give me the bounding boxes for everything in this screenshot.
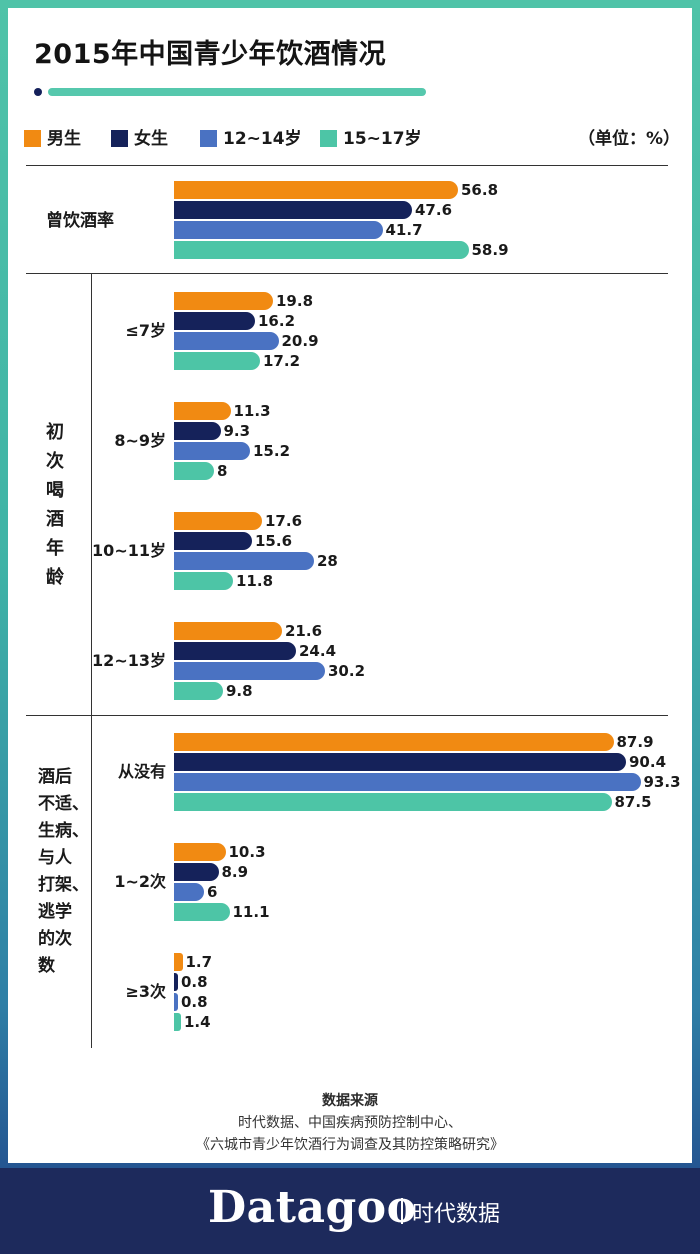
- bar-value-label: 28: [317, 552, 338, 570]
- footer: Datagoo 时代数据: [0, 1168, 700, 1254]
- bar-age-15-17: [174, 352, 260, 370]
- bar-value-label: 11.3: [233, 402, 271, 420]
- divider-vertical: [91, 273, 92, 1048]
- bar-value-label: 21.6: [285, 622, 323, 640]
- legend-label-age-12-14: 12~14岁: [223, 129, 302, 149]
- legend-label-female: 女生: [134, 129, 168, 149]
- bar-female: [174, 973, 178, 991]
- bar-male: [174, 843, 226, 861]
- bar-age-15-17: [174, 241, 469, 259]
- bar-value-label: 24.4: [299, 642, 337, 660]
- bar-value-label: 17.6: [265, 512, 303, 530]
- bar-age-12-14: [174, 552, 314, 570]
- bar-value-label: 17.2: [263, 352, 301, 370]
- bar-value-label: 0.8: [181, 993, 208, 1011]
- bar-value-label: 41.7: [385, 221, 423, 239]
- bar-age-12-14: [174, 332, 279, 350]
- bar-value-label: 58.9: [471, 241, 509, 259]
- bar-value-label: 15.2: [253, 442, 291, 460]
- group-label: 8~9岁: [114, 431, 166, 450]
- group-label: 12~13岁: [92, 651, 166, 670]
- bar-value-label: 87.5: [614, 793, 652, 811]
- bar-age-15-17: [174, 903, 230, 921]
- bar-value-label: 9.3: [223, 422, 251, 440]
- bar-age-15-17: [174, 793, 612, 811]
- bar-value-label: 16.2: [258, 312, 296, 330]
- bar-female: [174, 201, 412, 219]
- bar-age-12-14: [174, 773, 641, 791]
- legend-label-male: 男生: [47, 129, 81, 149]
- section-label-discomfort: 酒后 不适、 生病、 与人 打架、 逃学 的次 数: [38, 767, 89, 976]
- bar-value-label: 11.1: [232, 903, 270, 921]
- bar-age-12-14: [174, 442, 250, 460]
- legend-swatch-age-15-17: [320, 130, 337, 147]
- bar-value-label: 19.8: [276, 292, 314, 310]
- bar-value-label: 20.9: [281, 332, 319, 350]
- group-label: ≤7岁: [125, 321, 166, 340]
- bar-female: [174, 863, 219, 881]
- bar-value-label: 10.3: [228, 843, 266, 861]
- bar-value-label: 15.6: [255, 532, 293, 550]
- legend-swatch-age-12-14: [200, 130, 217, 147]
- bar-value-label: 30.2: [328, 662, 366, 680]
- bar-age-15-17: [174, 682, 223, 700]
- bar-age-15-17: [174, 1013, 181, 1031]
- bar-value-label: 56.8: [461, 181, 499, 199]
- source-line-2: 《六城市青少年饮酒行为调查及其防控策略研究》: [196, 1137, 504, 1153]
- divider-top: [26, 165, 668, 166]
- bar-female: [174, 422, 221, 440]
- bar-age-12-14: [174, 662, 325, 680]
- bar-female: [174, 753, 626, 771]
- bar-value-label: 93.3: [643, 773, 681, 791]
- bar-male: [174, 181, 458, 199]
- bar-value-label: 9.8: [226, 682, 253, 700]
- group-label: 10~11岁: [92, 541, 166, 560]
- bar-value-label: 8: [217, 462, 228, 480]
- section-label-drink-rate: 曾饮酒率: [46, 211, 114, 231]
- bar-value-label: 47.6: [415, 201, 453, 219]
- legend-swatch-male: [24, 130, 41, 147]
- bar-male: [174, 622, 282, 640]
- source-line-1: 时代数据、中国疾病预防控制中心、: [238, 1115, 462, 1131]
- bar-male: [174, 733, 614, 751]
- bar-male: [174, 953, 183, 971]
- footer-brand-separator: [401, 1198, 403, 1224]
- title-underline-bar: [48, 88, 426, 96]
- group-label: 从没有: [117, 762, 166, 781]
- group-label: ≥3次: [125, 982, 166, 1001]
- divider-first-age: [26, 273, 668, 274]
- footer-brand-cn: 时代数据: [412, 1202, 501, 1227]
- bar-age-15-17: [174, 462, 214, 480]
- bar-age-12-14: [174, 883, 204, 901]
- bar-value-label: 90.4: [629, 753, 667, 771]
- bar-female: [174, 312, 255, 330]
- bar-age-12-14: [174, 221, 383, 239]
- bar-value-label: 6: [207, 883, 218, 901]
- footer-brand: Datagoo: [208, 1182, 417, 1233]
- unit-label: （单位：%）: [577, 129, 680, 149]
- chart-card: 2015年中国青少年饮酒情况: [8, 8, 692, 1163]
- divider-discomfort: [26, 715, 668, 716]
- bar-value-label: 11.8: [236, 572, 274, 590]
- bar-male: [174, 292, 273, 310]
- source-heading: 数据来源: [322, 1093, 378, 1109]
- bar-value-label: 8.9: [221, 863, 249, 881]
- group-label: 1~2次: [114, 872, 166, 891]
- chart-title: 2015年中国青少年饮酒情况: [34, 39, 387, 70]
- bar-chart: 56.8 47.6 41.7 58.9 ≤7岁 19.8 16.2 20.9 17.2 8~9岁 1…: [92, 181, 681, 1031]
- bar-value-label: 1.4: [184, 1013, 211, 1031]
- bar-male: [174, 402, 231, 420]
- bar-value-label: 87.9: [616, 733, 654, 751]
- title-underline-dot: [34, 88, 42, 96]
- bar-female: [174, 532, 252, 550]
- legend-swatch-female: [111, 130, 128, 147]
- bar-value-label: 1.7: [185, 953, 213, 971]
- bar-age-15-17: [174, 572, 233, 590]
- legend-label-age-15-17: 15~17岁: [343, 129, 422, 149]
- bar-male: [174, 512, 262, 530]
- section-label-first-age: 初次喝酒年龄: [46, 422, 64, 588]
- bar-age-12-14: [174, 993, 178, 1011]
- bar-female: [174, 642, 296, 660]
- bar-value-label: 0.8: [181, 973, 208, 991]
